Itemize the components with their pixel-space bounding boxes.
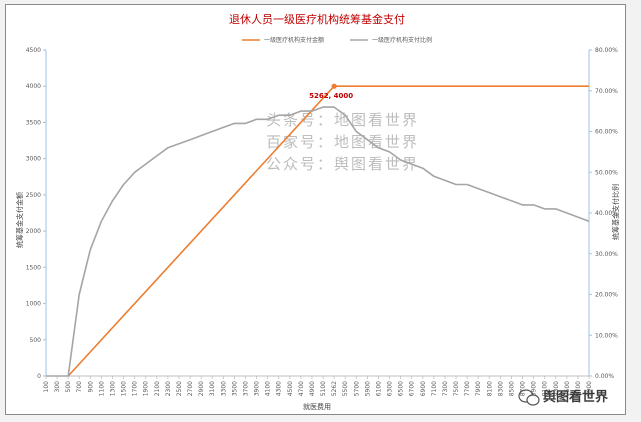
watermark-line-3: 公众号：舆图看世界 bbox=[266, 155, 419, 173]
x-tick-label: 6500 bbox=[398, 381, 405, 396]
y-tick-label-left: 4000 bbox=[26, 83, 41, 90]
legend-label-ratio: 一级医疗机构支付比例 bbox=[372, 36, 432, 44]
watermark: 头条号：地图看世界 百家号：地图看世界 公众号：舆图看世界 bbox=[266, 111, 419, 173]
brand-label: 舆图看世界 bbox=[543, 389, 608, 405]
x-tick-label: 9500 bbox=[564, 381, 571, 396]
x-tick-label: 9700 bbox=[575, 381, 582, 396]
y-tick-label-left: 500 bbox=[30, 337, 42, 344]
y-axis-left-title: 统筹基金支付金额 bbox=[15, 192, 24, 248]
x-tick-label: 1700 bbox=[132, 381, 139, 396]
x-tick-label: 8300 bbox=[497, 381, 504, 396]
y-tick-label-right: 60.00% bbox=[595, 129, 618, 136]
x-tick-label: 9900 bbox=[586, 381, 593, 396]
y-tick-label-right: 0.00% bbox=[595, 373, 614, 380]
x-ticks: 100 300 500 700 900 1100 1300 1500 1700 1900 2100 2… bbox=[43, 376, 593, 396]
legend: 一级医疗机构支付金额 一级医疗机构支付比例 bbox=[242, 36, 432, 44]
y-tick-label-right: 40.00% bbox=[595, 210, 618, 217]
x-tick-label: 3300 bbox=[220, 381, 227, 396]
x-tick-label: 4700 bbox=[298, 381, 305, 396]
y-tick-label-right: 10.00% bbox=[595, 332, 618, 339]
x-tick-label: 6100 bbox=[375, 381, 382, 396]
chart-title: 退休人员一级医疗机构统筹基金支付 bbox=[229, 12, 405, 26]
x-tick-label: 500 bbox=[65, 381, 72, 393]
y-tick-label-right: 20.00% bbox=[595, 292, 618, 299]
x-tick-label: 2500 bbox=[176, 381, 183, 396]
x-tick-label: 5262 bbox=[331, 381, 338, 396]
x-tick-label: 5700 bbox=[353, 381, 360, 396]
y-tick-label-left: 3000 bbox=[26, 156, 41, 163]
x-tick-label: 2300 bbox=[165, 381, 172, 396]
y-tick-label-right: 70.00% bbox=[595, 88, 618, 95]
y-tick-label-left: 4500 bbox=[26, 47, 41, 54]
annotation-point bbox=[331, 83, 337, 89]
series-line-ratio bbox=[46, 106, 590, 377]
watermark-line-1: 头条号：地图看世界 bbox=[266, 111, 419, 129]
x-tick-label: 2900 bbox=[198, 381, 205, 396]
x-tick-label: 300 bbox=[54, 381, 61, 393]
x-tick-label: 6300 bbox=[387, 381, 394, 396]
annotations: 5262, 4000 bbox=[309, 83, 353, 100]
x-tick-label: 6700 bbox=[409, 381, 416, 396]
annotation-label: 5262, 4000 bbox=[309, 92, 353, 100]
y-ticks-right: 0.00% 10.00% 20.00% 30.00% 40.00% 50.00% 60.00… bbox=[589, 47, 618, 380]
x-tick-label: 7500 bbox=[453, 381, 460, 396]
x-tick-label: 1300 bbox=[109, 381, 116, 396]
x-tick-label: 9300 bbox=[553, 381, 560, 396]
wechat-icon bbox=[518, 389, 540, 406]
series bbox=[46, 85, 590, 377]
x-tick-label: 4300 bbox=[276, 381, 283, 396]
y-tick-label-right: 80.00% bbox=[595, 47, 618, 54]
y-tick-label-right: 50.00% bbox=[595, 169, 618, 176]
y-tick-label-left: 2000 bbox=[26, 228, 41, 235]
x-tick-label: 1500 bbox=[121, 381, 128, 396]
x-tick-label: 7700 bbox=[464, 381, 471, 396]
series-line-amount bbox=[67, 85, 589, 377]
y-tick-label-left: 1000 bbox=[26, 301, 41, 308]
x-tick-label: 7900 bbox=[475, 381, 482, 396]
x-tick-label: 8900 bbox=[531, 381, 538, 396]
x-tick-label: 6900 bbox=[420, 381, 427, 396]
y-tick-label-left: 0 bbox=[37, 373, 41, 380]
x-tick-label: 5500 bbox=[342, 381, 349, 396]
y-tick-label-right: 30.00% bbox=[595, 251, 618, 258]
x-tick-label: 1900 bbox=[143, 381, 150, 396]
chart-card: 退休人员一级医疗机构统筹基金支付 一级医疗机构支付金额 一级医疗机构支付比例 头… bbox=[5, 4, 626, 415]
x-tick-label: 3500 bbox=[231, 381, 238, 396]
y-ticks-left: 0 500 1000 1500 2000 2500 3000 3500 4000 4500 bbox=[26, 47, 46, 380]
x-tick-label: 8700 bbox=[520, 381, 527, 396]
x-tick-label: 1100 bbox=[98, 381, 105, 396]
x-tick-label: 4500 bbox=[287, 381, 294, 396]
x-tick-label: 900 bbox=[87, 381, 94, 393]
x-tick-label: 7300 bbox=[442, 381, 449, 396]
x-tick-label: 2700 bbox=[187, 381, 194, 396]
x-tick-label: 4900 bbox=[309, 381, 316, 396]
x-axis-title: 就医费用 bbox=[303, 402, 331, 411]
y-tick-label-left: 2500 bbox=[26, 192, 41, 199]
x-tick-label: 100 bbox=[43, 381, 50, 393]
chart: 退休人员一级医疗机构统筹基金支付 一级医疗机构支付金额 一级医疗机构支付比例 头… bbox=[15, 12, 620, 411]
watermark-line-2: 百家号：地图看世界 bbox=[266, 133, 419, 151]
legend-label-amount: 一级医疗机构支付金额 bbox=[264, 36, 324, 44]
x-tick-label: 2100 bbox=[154, 381, 161, 396]
y-tick-label-left: 1500 bbox=[26, 264, 41, 271]
y-tick-label-left: 3500 bbox=[26, 119, 41, 126]
x-tick-label: 8100 bbox=[486, 381, 493, 396]
x-tick-label: 3900 bbox=[254, 381, 261, 396]
x-tick-label: 3700 bbox=[242, 381, 249, 396]
x-tick-label: 3100 bbox=[209, 381, 216, 396]
x-tick-label: 8500 bbox=[508, 381, 515, 396]
x-tick-label: 4100 bbox=[265, 381, 272, 396]
y-axis-right-title: 统筹基金支付比例 bbox=[611, 184, 620, 240]
x-tick-label: 9100 bbox=[542, 381, 549, 396]
x-tick-label: 5900 bbox=[364, 381, 371, 396]
brand: 舆图看世界 bbox=[518, 389, 608, 406]
x-tick-label: 5100 bbox=[320, 381, 327, 396]
x-tick-label: 700 bbox=[76, 381, 83, 393]
x-tick-label: 7100 bbox=[431, 381, 438, 396]
